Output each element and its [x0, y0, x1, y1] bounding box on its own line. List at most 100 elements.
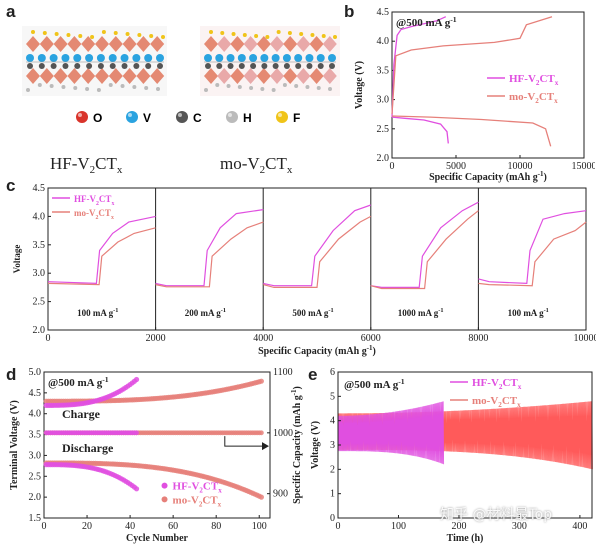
vo-polyhedron	[95, 36, 109, 52]
c-atom	[250, 63, 257, 69]
text-main: 200 mA g	[185, 308, 222, 318]
vo-polyhedron	[108, 68, 123, 84]
f-atom	[90, 35, 95, 39]
h-atom	[271, 88, 276, 92]
y-tick-label: 6	[330, 367, 335, 378]
h-atom	[144, 86, 149, 90]
y-right-tick-label: 1100	[273, 367, 293, 378]
legend-label: mo-V2CTx	[173, 494, 222, 508]
h-atom	[249, 86, 254, 90]
vo-polyhedron	[270, 68, 284, 84]
h-atom	[85, 87, 90, 91]
x-tick-label: 4000	[253, 333, 273, 344]
rate-label: 100 mA g-1	[508, 307, 549, 318]
vo-polyhedron	[256, 68, 271, 84]
element-symbol: O	[93, 111, 102, 125]
vo-polyhedron	[309, 36, 324, 52]
vo-polyhedron	[122, 68, 137, 84]
v-atom	[37, 54, 46, 62]
x-tick-label: 0	[42, 521, 47, 532]
v-atom	[328, 54, 336, 62]
h-atom	[328, 87, 332, 91]
f-atom	[276, 30, 281, 34]
element-symbol: C	[193, 111, 202, 125]
series-line	[337, 401, 445, 465]
text-sup: -1	[438, 307, 443, 314]
legend-sub: 2	[199, 487, 203, 495]
legend-sub: 2	[199, 500, 203, 508]
legend-sub2: x	[554, 97, 558, 105]
vo-polyhedron	[243, 68, 258, 84]
x-tick-label: 80	[211, 521, 221, 532]
v-atom	[73, 54, 82, 62]
text-sup: -1	[398, 377, 405, 386]
series-line	[478, 221, 587, 287]
f-atom	[113, 31, 118, 35]
c-atom	[272, 63, 279, 69]
c-atom	[38, 63, 45, 69]
legend-sub: 2	[498, 401, 502, 409]
c-atom	[74, 63, 81, 69]
h-atom	[215, 83, 220, 87]
x-tick-label: 200	[451, 521, 466, 532]
vo-polyhedron	[296, 36, 311, 52]
vo-polyhedron	[217, 68, 232, 84]
x-tick-label: 20	[82, 521, 92, 532]
x-axis-label: Cycle Number	[126, 533, 188, 544]
legend-sub: 2	[536, 79, 540, 87]
vo-polyhedron	[283, 68, 298, 84]
series-line	[155, 221, 264, 288]
legend-mid: CT	[203, 481, 219, 493]
v-atom	[282, 54, 291, 62]
panel-b-frame	[391, 11, 585, 159]
panel-a-label: a	[6, 2, 16, 21]
text-main: Specific Capacity (mAh g	[429, 172, 538, 183]
text-main: Specific Capacity (mAh g	[292, 395, 303, 504]
y-tick-label: 2.5	[33, 297, 46, 308]
vo-polyhedron	[204, 36, 218, 52]
y-tick-label: 4.5	[377, 7, 390, 18]
legend-sub: 2	[499, 383, 503, 391]
v-atom	[271, 54, 280, 62]
h-atom-icon	[226, 111, 238, 123]
text-sup: -1	[328, 307, 333, 314]
f-atom	[54, 32, 59, 36]
legend-sub: 2	[96, 201, 99, 207]
vo-polyhedron	[81, 36, 96, 52]
v-atom	[156, 54, 164, 62]
data-point	[258, 378, 264, 384]
y-tick-label: 4.5	[29, 388, 42, 399]
rate-label: 200 mA g-1	[185, 307, 226, 318]
legend-hf: HF-V2CTx	[450, 377, 522, 391]
f-atom	[287, 31, 292, 35]
y-tick-label: 4.0	[33, 211, 46, 222]
c-atom	[306, 63, 313, 69]
h-atom	[26, 88, 30, 92]
f-atom	[265, 35, 270, 39]
x-tick-label: 2000	[146, 333, 166, 344]
vo-polyhedron	[150, 68, 165, 84]
panel-a-structures: O V C H F HF-V2CTx mo-V2CTx	[22, 26, 340, 176]
text-sup: -1	[290, 389, 298, 395]
atom-highlight	[228, 113, 232, 117]
y-tick-label: 3.0	[29, 450, 42, 461]
x-tick-label: 100	[252, 521, 267, 532]
panel-d-label: d	[6, 365, 17, 384]
series-line	[478, 210, 587, 285]
h-atom	[305, 85, 310, 89]
v-atom	[108, 54, 117, 62]
c-atom	[121, 63, 128, 69]
x-tick-label: 10000	[508, 161, 533, 172]
data-point	[134, 430, 139, 436]
atom-highlight	[178, 113, 182, 117]
arrow-head-icon	[262, 442, 269, 451]
vo-polyhedron	[204, 68, 218, 84]
vo-polyhedron	[283, 36, 298, 52]
x-tick-label: 300	[512, 521, 527, 532]
f-atom	[66, 33, 71, 37]
legend-sub: 2	[96, 215, 99, 221]
v-atom	[215, 54, 224, 62]
legend-label: HF-V2CTx	[173, 481, 223, 495]
element-o-legend: O	[76, 111, 102, 125]
series-line	[370, 210, 479, 290]
